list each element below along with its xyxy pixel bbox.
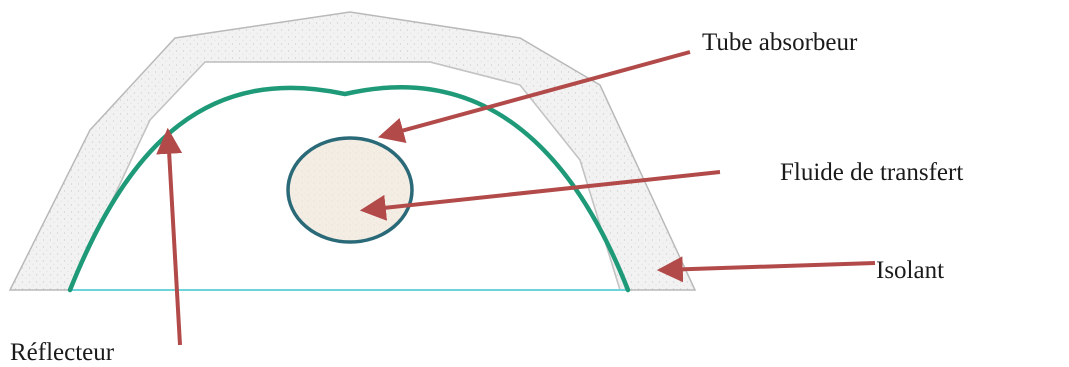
arrow-absorber-tube bbox=[377, 50, 691, 144]
absorber-tube bbox=[286, 136, 414, 244]
reflector-curve bbox=[67, 85, 631, 293]
label-transfer-fluid: Fluide de transfert bbox=[780, 159, 963, 186]
label-insulation: Isolant bbox=[876, 257, 944, 284]
label-reflector: Réflecteur bbox=[10, 339, 115, 366]
arrow-insulation bbox=[656, 256, 876, 283]
arrow-reflector bbox=[156, 127, 183, 346]
label-absorber-tube: Tube absorbeur bbox=[702, 29, 858, 56]
arrow-transfer-fluid bbox=[359, 170, 721, 221]
insulation-inner-edge bbox=[69, 61, 621, 291]
